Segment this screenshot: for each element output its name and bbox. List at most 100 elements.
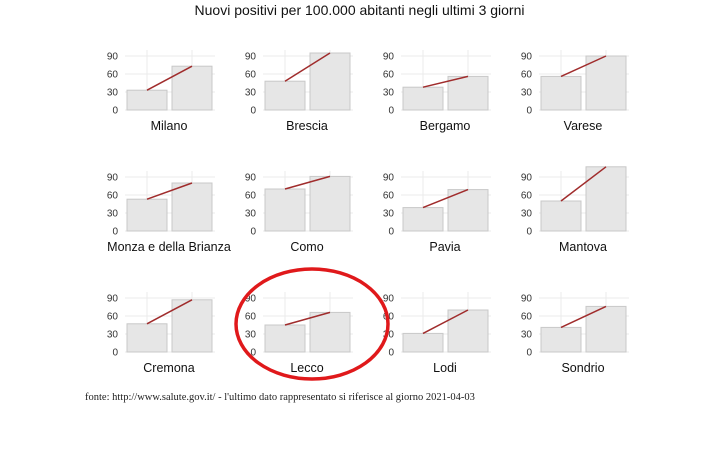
y-tick-label: 90 [245,294,257,305]
panel-label: Sondrio [561,361,604,375]
panel-label: Varese [564,119,603,133]
y-tick-label: 60 [245,312,257,323]
y-tick-label: 90 [107,52,119,63]
y-tick-label: 30 [383,209,395,220]
source-note: fonte: http://www.salute.gov.it/ - l'ult… [85,392,475,403]
y-tick-label: 30 [245,209,257,220]
y-tick-label: 30 [521,209,533,220]
bar [447,75,489,111]
trend-line [422,188,469,209]
y-tick-label: 60 [521,70,533,81]
y-tick-label: 90 [245,52,257,63]
chart-title: Nuovi positivi per 100.000 abitanti negl… [194,2,525,18]
y-tick-label: 60 [521,312,533,323]
bar [264,188,306,232]
bar [447,189,489,232]
y-tick-label: 0 [250,227,256,238]
bar [540,200,582,232]
y-tick-label: 0 [112,106,118,117]
y-tick-label: 30 [245,88,257,99]
panel-como: 0 30 60 90 Como [245,171,353,254]
panel-label: Pavia [429,240,460,254]
panel-varese: 0 30 60 90 Varese [521,50,629,133]
bar [585,166,627,232]
y-tick-label: 0 [112,348,118,359]
trend-line [146,299,193,325]
bar [126,89,168,111]
y-tick-label: 60 [383,70,395,81]
y-tick-label: 90 [521,52,533,63]
trend-line [560,166,607,202]
panel-label: Milano [151,119,188,133]
panel-milano: 0 30 60 90 Milano [107,50,215,133]
bar [402,332,444,353]
y-tick-label: 60 [107,312,119,323]
y-tick-label: 60 [521,191,533,202]
panel-label: Mantova [559,240,607,254]
trend-line [146,65,193,91]
panel-sondrio: 0 30 60 90 Sondrio [521,292,629,375]
y-tick-label: 60 [107,191,119,202]
bar [171,182,213,232]
panel-label: Lodi [433,361,457,375]
y-tick-label: 30 [107,330,119,341]
bar [540,326,582,353]
bar [402,86,444,111]
trend-line [560,305,607,329]
y-tick-label: 0 [526,348,532,359]
bar [402,207,444,232]
y-tick-label: 0 [112,227,118,238]
y-tick-label: 0 [526,106,532,117]
bar [585,55,627,111]
bar [309,175,351,232]
bar [309,52,351,111]
panel-label: Monza e della Brianza [107,240,231,254]
bar [447,309,489,353]
y-tick-label: 60 [107,70,119,81]
bar [126,198,168,232]
highlight-circle [234,267,390,381]
panel-monza-e-della-brianza: 0 30 60 90 Monza e della Brianza [107,171,231,254]
panel-label: Cremona [143,361,194,375]
y-tick-label: 90 [383,52,395,63]
y-tick-label: 90 [383,294,395,305]
y-tick-label: 60 [245,70,257,81]
panel-label: Brescia [286,119,328,133]
trend-line [284,52,331,82]
panel-brescia: 0 30 60 90 Brescia [245,50,353,133]
y-tick-label: 30 [383,330,395,341]
y-tick-label: 30 [521,88,533,99]
y-tick-label: 0 [250,348,256,359]
panel-label: Como [290,240,323,254]
y-tick-label: 30 [107,88,119,99]
y-tick-label: 90 [521,294,533,305]
y-tick-label: 60 [383,191,395,202]
trend-line [284,311,331,326]
y-tick-label: 90 [107,294,119,305]
y-tick-label: 90 [383,173,395,184]
y-tick-label: 0 [526,227,532,238]
y-tick-label: 0 [388,227,394,238]
panel-cremona: 0 30 60 90 Cremona [107,292,215,375]
trend-line [146,182,193,200]
y-tick-label: 30 [383,88,395,99]
y-tick-label: 30 [521,330,533,341]
panel-label: Bergamo [420,119,471,133]
panel-bergamo: 0 30 60 90 Bergamo [383,50,491,133]
trend-line [422,75,469,88]
bar [171,299,213,353]
trend-line [284,175,331,190]
y-tick-label: 0 [250,106,256,117]
y-tick-label: 0 [388,348,394,359]
bar [264,80,306,111]
panel-label: Lecco [290,361,323,375]
y-tick-label: 30 [245,330,257,341]
panel-lecco: 0 30 60 90 Lecco [245,292,353,375]
trend-line [560,55,607,78]
y-tick-label: 60 [245,191,257,202]
y-tick-label: 90 [521,173,533,184]
panel-mantova: 0 30 60 90 Mantova [521,166,629,254]
bar [126,323,168,353]
